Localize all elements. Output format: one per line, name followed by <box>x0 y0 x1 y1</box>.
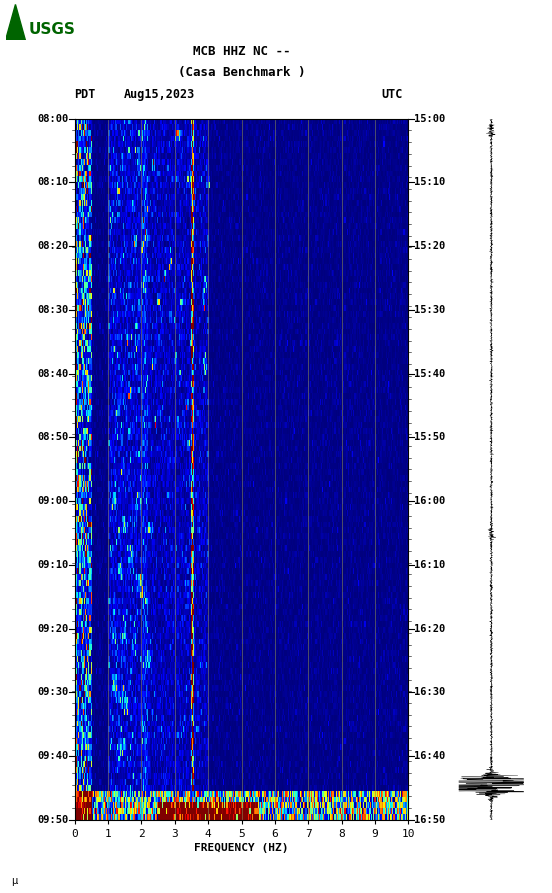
Text: 08:20: 08:20 <box>38 241 69 251</box>
Text: MCB HHZ NC --: MCB HHZ NC -- <box>193 45 290 58</box>
Text: 16:10: 16:10 <box>414 560 445 570</box>
Text: 16:50: 16:50 <box>414 814 445 825</box>
Text: (Casa Benchmark ): (Casa Benchmark ) <box>178 65 305 79</box>
Text: 09:40: 09:40 <box>38 751 69 761</box>
Text: 15:50: 15:50 <box>414 432 445 442</box>
Text: 08:10: 08:10 <box>38 178 69 188</box>
Text: 16:20: 16:20 <box>414 623 445 634</box>
X-axis label: FREQUENCY (HZ): FREQUENCY (HZ) <box>194 843 289 853</box>
Text: 08:40: 08:40 <box>38 369 69 379</box>
Text: 15:30: 15:30 <box>414 305 445 315</box>
Text: 16:00: 16:00 <box>414 497 445 506</box>
Text: 09:20: 09:20 <box>38 623 69 634</box>
Text: PDT: PDT <box>75 88 96 101</box>
Text: 09:50: 09:50 <box>38 814 69 825</box>
Text: 09:10: 09:10 <box>38 560 69 570</box>
Text: USGS: USGS <box>29 22 76 37</box>
Text: Aug15,2023: Aug15,2023 <box>124 88 195 101</box>
Text: 15:40: 15:40 <box>414 369 445 379</box>
Text: 16:30: 16:30 <box>414 688 445 697</box>
Text: μ: μ <box>11 876 17 886</box>
Text: UTC: UTC <box>381 88 403 101</box>
Text: 08:50: 08:50 <box>38 432 69 442</box>
Text: 09:00: 09:00 <box>38 497 69 506</box>
Polygon shape <box>6 4 25 40</box>
Text: 16:40: 16:40 <box>414 751 445 761</box>
Text: 09:30: 09:30 <box>38 688 69 697</box>
Text: 15:20: 15:20 <box>414 241 445 251</box>
Text: 08:30: 08:30 <box>38 305 69 315</box>
Text: 15:10: 15:10 <box>414 178 445 188</box>
Text: 15:00: 15:00 <box>414 113 445 124</box>
Text: 08:00: 08:00 <box>38 113 69 124</box>
